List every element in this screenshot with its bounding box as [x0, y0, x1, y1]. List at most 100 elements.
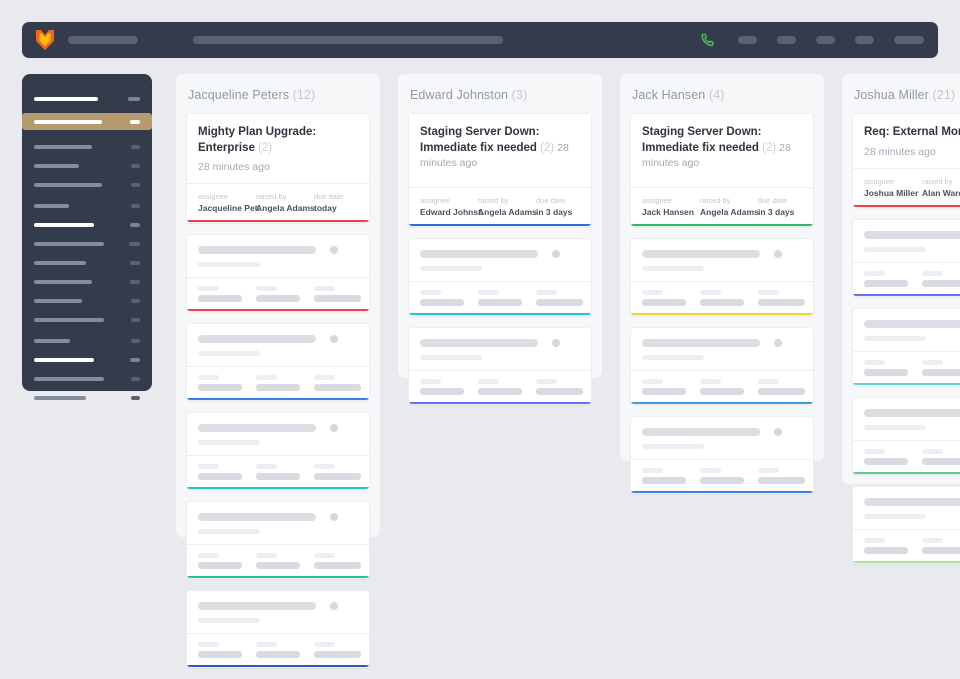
sidebar-item-2[interactable] — [34, 142, 140, 151]
placeholder-title-bar — [642, 427, 760, 436]
sidebar-item-5[interactable] — [34, 201, 140, 210]
placeholder-meta-column — [198, 464, 256, 481]
sidebar-item-6[interactable] — [34, 220, 140, 229]
ticket-card-placeholder[interactable] — [630, 237, 814, 316]
toolbar-pill-2[interactable] — [777, 36, 796, 44]
placeholder-title-bar — [198, 513, 316, 522]
toolbar-pill-1[interactable] — [738, 36, 757, 44]
card-accent-bar — [631, 401, 813, 404]
sidebar-item-4[interactable] — [34, 180, 140, 189]
placeholder-dot-icon — [552, 249, 560, 258]
card-accent-bar — [187, 220, 369, 223]
placeholder-meta-column — [198, 375, 256, 392]
sidebar-item-12[interactable] — [34, 336, 140, 345]
card-accent-bar — [187, 665, 369, 668]
sidebar-item-11[interactable] — [34, 315, 140, 324]
ticket-card-placeholder[interactable] — [630, 326, 814, 405]
column-header[interactable]: Joshua Miller (21) — [852, 74, 960, 113]
sidebar-item-15[interactable] — [34, 393, 140, 402]
phone-icon[interactable] — [701, 33, 714, 47]
column-header[interactable]: Edward Johnston (3) — [408, 74, 592, 113]
meta-due-date-value: in 3 days — [536, 206, 573, 217]
placeholder-meta-column — [198, 553, 256, 570]
column-content: Jack Hansen (4) Staging Server Down: Imme… — [620, 74, 824, 494]
placeholder-meta-value — [478, 298, 522, 306]
ticket-card[interactable]: Req: External Monitoring 28 minutes agoa… — [852, 113, 960, 208]
placeholder-subtitle-bar — [864, 335, 926, 341]
column-header[interactable]: Jacqueline Peters (12) — [186, 74, 370, 113]
ticket-card-placeholder[interactable] — [852, 485, 960, 564]
placeholder-meta-label — [198, 642, 219, 648]
placeholder-meta-column — [922, 359, 960, 376]
sidebar-item-label — [34, 376, 104, 381]
placeholder-subtitle-bar — [198, 351, 260, 357]
placeholder-dot-icon — [330, 513, 338, 522]
ticket-card[interactable]: Staging Server Down: Immediate fix neede… — [630, 113, 814, 227]
placeholder-title-bar — [198, 424, 316, 433]
column-title: Jack Hansen — [632, 88, 709, 102]
sidebar-item-8[interactable] — [34, 258, 140, 267]
meta-assignee-value: Jack Hansen — [642, 206, 694, 217]
placeholder-meta-value — [314, 473, 361, 481]
column-header[interactable]: Jack Hansen (4) — [630, 74, 814, 113]
placeholder-meta-label — [864, 537, 885, 543]
ticket-card[interactable]: Mighty Plan Upgrade: Enterprise (2) 28 mi… — [186, 113, 370, 224]
sidebar-item-label — [34, 203, 69, 208]
ticket-card-placeholder[interactable] — [186, 234, 370, 313]
placeholder-meta-value — [256, 473, 300, 481]
ticket-card-placeholder[interactable] — [186, 590, 370, 669]
card-timestamp: 28 minutes ago — [420, 141, 569, 170]
ticket-card-placeholder[interactable] — [630, 415, 814, 494]
card-comment-count: (2) — [540, 141, 555, 154]
ticket-card-placeholder[interactable] — [852, 396, 960, 475]
placeholder-meta-label — [314, 464, 335, 470]
sidebar-item-13[interactable] — [34, 355, 140, 364]
card-body — [187, 502, 369, 544]
placeholder-meta-value — [198, 384, 242, 392]
placeholder-title-row — [642, 338, 802, 347]
ticket-card-placeholder[interactable] — [186, 323, 370, 402]
placeholder-meta-label — [420, 289, 441, 295]
placeholder-meta-value — [864, 457, 908, 465]
placeholder-meta-value — [198, 651, 242, 659]
placeholder-meta-value — [700, 298, 744, 306]
sidebar-item-3[interactable] — [34, 161, 140, 170]
ticket-card-placeholder[interactable] — [186, 412, 370, 491]
card-accent-bar — [409, 312, 591, 315]
placeholder-title-bar — [864, 497, 960, 506]
card-accent-bar — [853, 204, 960, 207]
card-accent-bar — [187, 309, 369, 312]
toolbar-pill-4[interactable] — [855, 36, 874, 44]
fox-shield-logo[interactable] — [36, 30, 54, 50]
sidebar-item-label — [34, 260, 86, 265]
ticket-card-placeholder[interactable] — [852, 218, 960, 297]
toolbar-pill-3[interactable] — [816, 36, 835, 44]
search-bar[interactable] — [193, 36, 503, 44]
meta-raised-by-value: Angela Adams — [478, 206, 537, 217]
sidebar-item-0[interactable] — [34, 94, 140, 103]
ticket-card-placeholder[interactable] — [408, 237, 592, 316]
sidebar-item-7[interactable] — [34, 239, 140, 248]
placeholder-meta-label — [420, 378, 441, 384]
placeholder-meta-column — [700, 467, 758, 484]
sidebar-item-badge — [130, 279, 140, 284]
sidebar-item-badge — [131, 163, 140, 168]
placeholder-meta-column — [700, 289, 758, 306]
sidebar-item-label — [34, 395, 86, 400]
sidebar-item-1[interactable] — [22, 113, 152, 130]
placeholder-meta-column — [314, 286, 369, 303]
ticket-card-placeholder[interactable] — [852, 307, 960, 386]
ticket-card-placeholder[interactable] — [408, 326, 592, 405]
toolbar-pill-5[interactable] — [894, 36, 924, 44]
card-accent-bar — [853, 560, 960, 563]
card-meta-row — [187, 366, 369, 398]
sidebar-item-10[interactable] — [34, 296, 140, 305]
placeholder-meta-label — [198, 375, 219, 381]
ticket-card[interactable]: Staging Server Down: Immediate fix neede… — [408, 113, 592, 227]
ticket-card-placeholder[interactable] — [186, 501, 370, 580]
card-body: Staging Server Down: Immediate fix neede… — [631, 114, 813, 187]
sidebar-item-14[interactable] — [34, 374, 140, 383]
sidebar-item-9[interactable] — [34, 277, 140, 286]
card-body — [853, 220, 960, 262]
topbar-nav-pill[interactable] — [68, 36, 138, 44]
